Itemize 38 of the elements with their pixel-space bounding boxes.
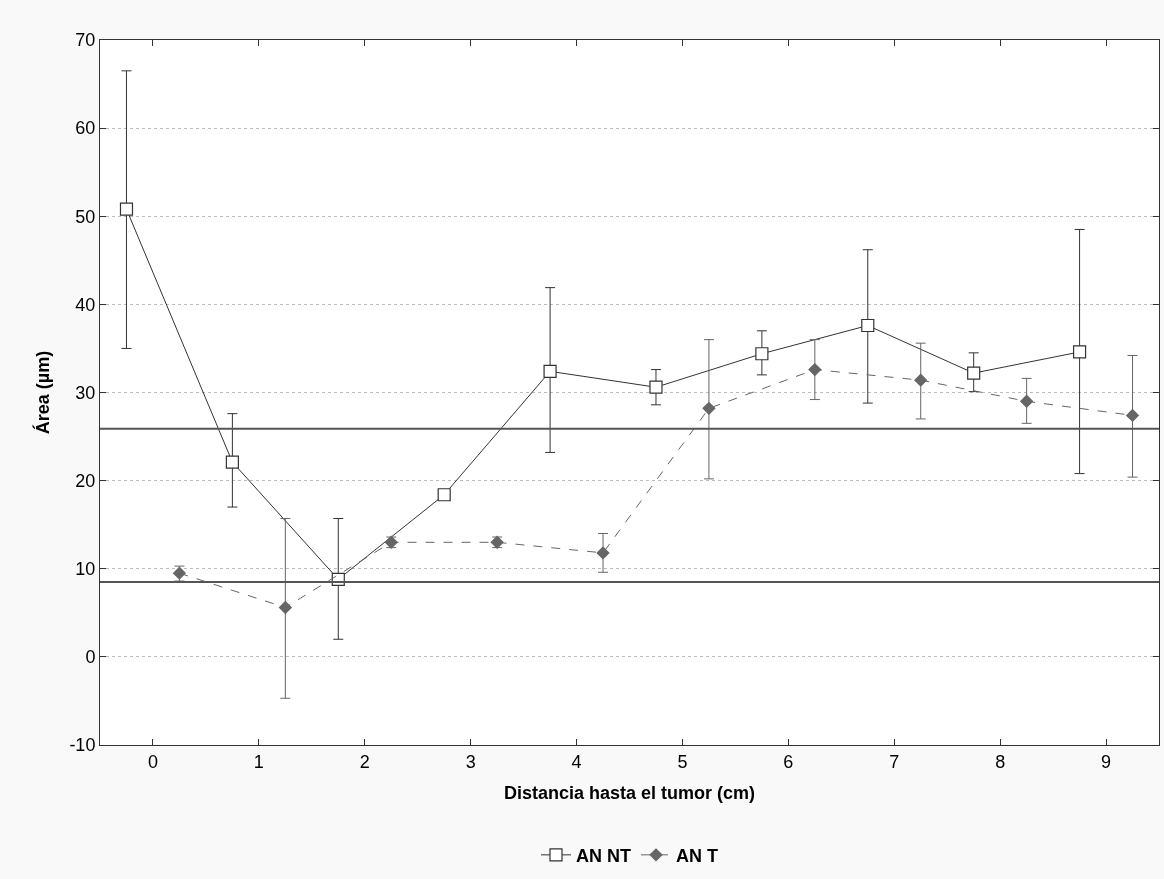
point [755, 347, 769, 361]
y-tick-label: 60 [75, 118, 96, 139]
x-tick-label: 3 [465, 751, 476, 772]
point [861, 318, 875, 333]
x-tick-label: 6 [783, 751, 794, 772]
point [1072, 345, 1087, 359]
y-tick-label: 30 [75, 382, 96, 403]
point [278, 601, 292, 614]
x-tick-label: 1 [253, 751, 264, 772]
y-tick-label: 20 [75, 470, 96, 491]
point [596, 546, 610, 560]
x-tick-label: 5 [677, 751, 688, 772]
x-tick-label: 8 [995, 751, 1006, 772]
point [808, 363, 822, 377]
x-tick-label: 7 [889, 751, 900, 772]
point [914, 373, 928, 387]
y-tick-label: 70 [75, 30, 96, 51]
x-axis-title: Distancia hasta el tumor (cm) [503, 782, 756, 803]
point [225, 455, 239, 469]
point [543, 364, 557, 378]
y-tick-label: -10 [69, 735, 96, 756]
point [702, 401, 716, 415]
x-tick-label: 9 [1101, 751, 1112, 772]
point [1126, 408, 1139, 422]
x-tick-label: 0 [147, 751, 158, 772]
y-tick-label: 10 [75, 559, 96, 580]
point [967, 366, 981, 380]
point [119, 202, 134, 216]
point [649, 380, 663, 394]
y-tick-label: 50 [75, 206, 96, 227]
y-tick-label: 40 [75, 294, 96, 315]
y-axis-title: Área (µm) [31, 350, 53, 435]
legend-label: AN T [676, 845, 718, 866]
y-tick-label: 0 [85, 647, 96, 668]
x-tick-label: 4 [571, 751, 582, 772]
legend-label: AN NT [576, 845, 631, 866]
point [1020, 394, 1034, 408]
x-tick-label: 2 [359, 751, 370, 772]
